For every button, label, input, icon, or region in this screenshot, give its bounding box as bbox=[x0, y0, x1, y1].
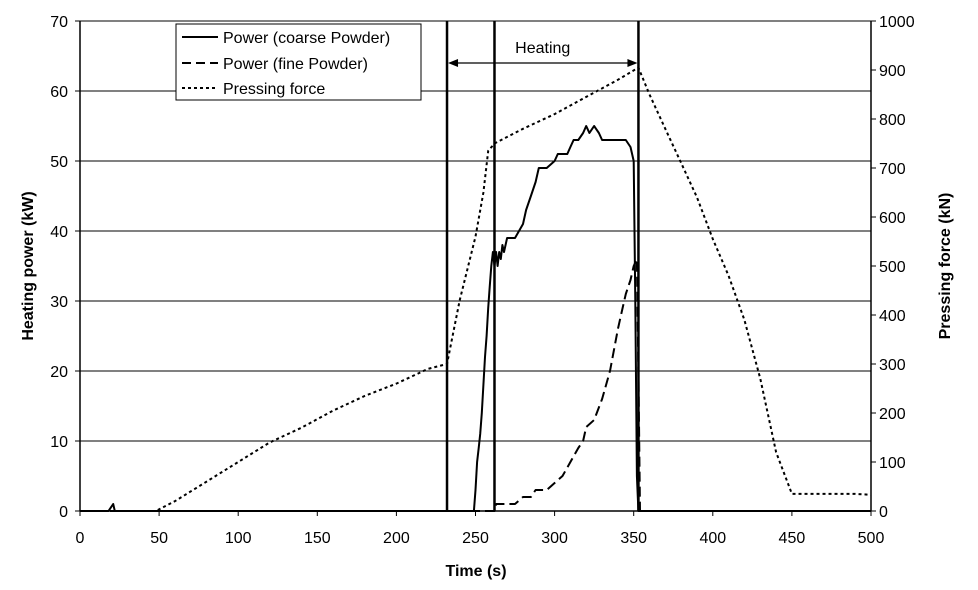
left-tick-label-60: 60 bbox=[50, 84, 68, 101]
left-tick-label-40: 40 bbox=[50, 224, 68, 241]
heating-label: Heating bbox=[515, 40, 570, 57]
right-tick-label-600: 600 bbox=[879, 210, 906, 227]
x-axis-tick-labels: 0 50 100 150 200 250 300 350 400 450 500 bbox=[76, 511, 885, 547]
right-tick-label-900: 900 bbox=[879, 63, 906, 80]
right-tick-label-500: 500 bbox=[879, 259, 906, 276]
series-line-1 bbox=[80, 125, 871, 512]
left-tick-label-0: 0 bbox=[59, 504, 68, 521]
arrowhead-left-icon bbox=[448, 59, 459, 67]
x-tick-label-150: 150 bbox=[304, 530, 331, 547]
left-tick-label-70: 70 bbox=[50, 14, 68, 31]
x-tick-label-450: 450 bbox=[779, 530, 806, 547]
series-line-2 bbox=[80, 258, 871, 512]
legend-label-pressing: Pressing force bbox=[223, 81, 325, 98]
left-tick-label-10: 10 bbox=[50, 434, 68, 451]
left-tick-label-20: 20 bbox=[50, 364, 68, 381]
right-tick-label-700: 700 bbox=[879, 161, 906, 178]
x-tick-label-200: 200 bbox=[383, 530, 410, 547]
x-axis-title: Time (s) bbox=[445, 563, 506, 580]
left-tick-label-50: 50 bbox=[50, 154, 68, 171]
axes bbox=[79, 20, 872, 512]
right-tick-label-0: 0 bbox=[879, 504, 888, 521]
x-tick-label-500: 500 bbox=[858, 530, 885, 547]
left-axis-title: Heating power (kW) bbox=[20, 191, 37, 340]
series-lines bbox=[80, 66, 872, 512]
arrowhead-right-icon bbox=[627, 59, 638, 67]
right-tick-label-800: 800 bbox=[879, 112, 906, 129]
right-tick-label-100: 100 bbox=[879, 455, 906, 472]
left-tick-label-30: 30 bbox=[50, 294, 68, 311]
x-tick-label-350: 350 bbox=[620, 530, 647, 547]
legend-label-coarse: Power (coarse Powder) bbox=[223, 30, 390, 47]
legend-label-fine: Power (fine Powder) bbox=[223, 56, 368, 73]
right-tick-label-200: 200 bbox=[879, 406, 906, 423]
heating-annotation: Heating bbox=[448, 40, 638, 67]
x-tick-label-100: 100 bbox=[225, 530, 252, 547]
x-tick-label-300: 300 bbox=[541, 530, 568, 547]
right-tick-label-1000: 1000 bbox=[879, 14, 915, 31]
right-tick-label-300: 300 bbox=[879, 357, 906, 374]
left-axis-tick-labels: 0 10 20 30 40 50 60 70 bbox=[50, 14, 80, 521]
x-tick-label-250: 250 bbox=[462, 530, 489, 547]
series-line-3 bbox=[80, 66, 872, 512]
right-axis-tick-labels: 0 100 200 300 400 500 600 700 800 900 1000 bbox=[871, 14, 915, 521]
x-tick-label-400: 400 bbox=[699, 530, 726, 547]
legend: Power (coarse Powder) Power (fine Powder… bbox=[175, 23, 422, 101]
heating-markers bbox=[445, 21, 640, 511]
x-tick-label-50: 50 bbox=[150, 530, 168, 547]
right-axis-title: Pressing force (kN) bbox=[937, 193, 954, 340]
x-tick-label-0: 0 bbox=[76, 530, 85, 547]
right-tick-label-400: 400 bbox=[879, 308, 906, 325]
